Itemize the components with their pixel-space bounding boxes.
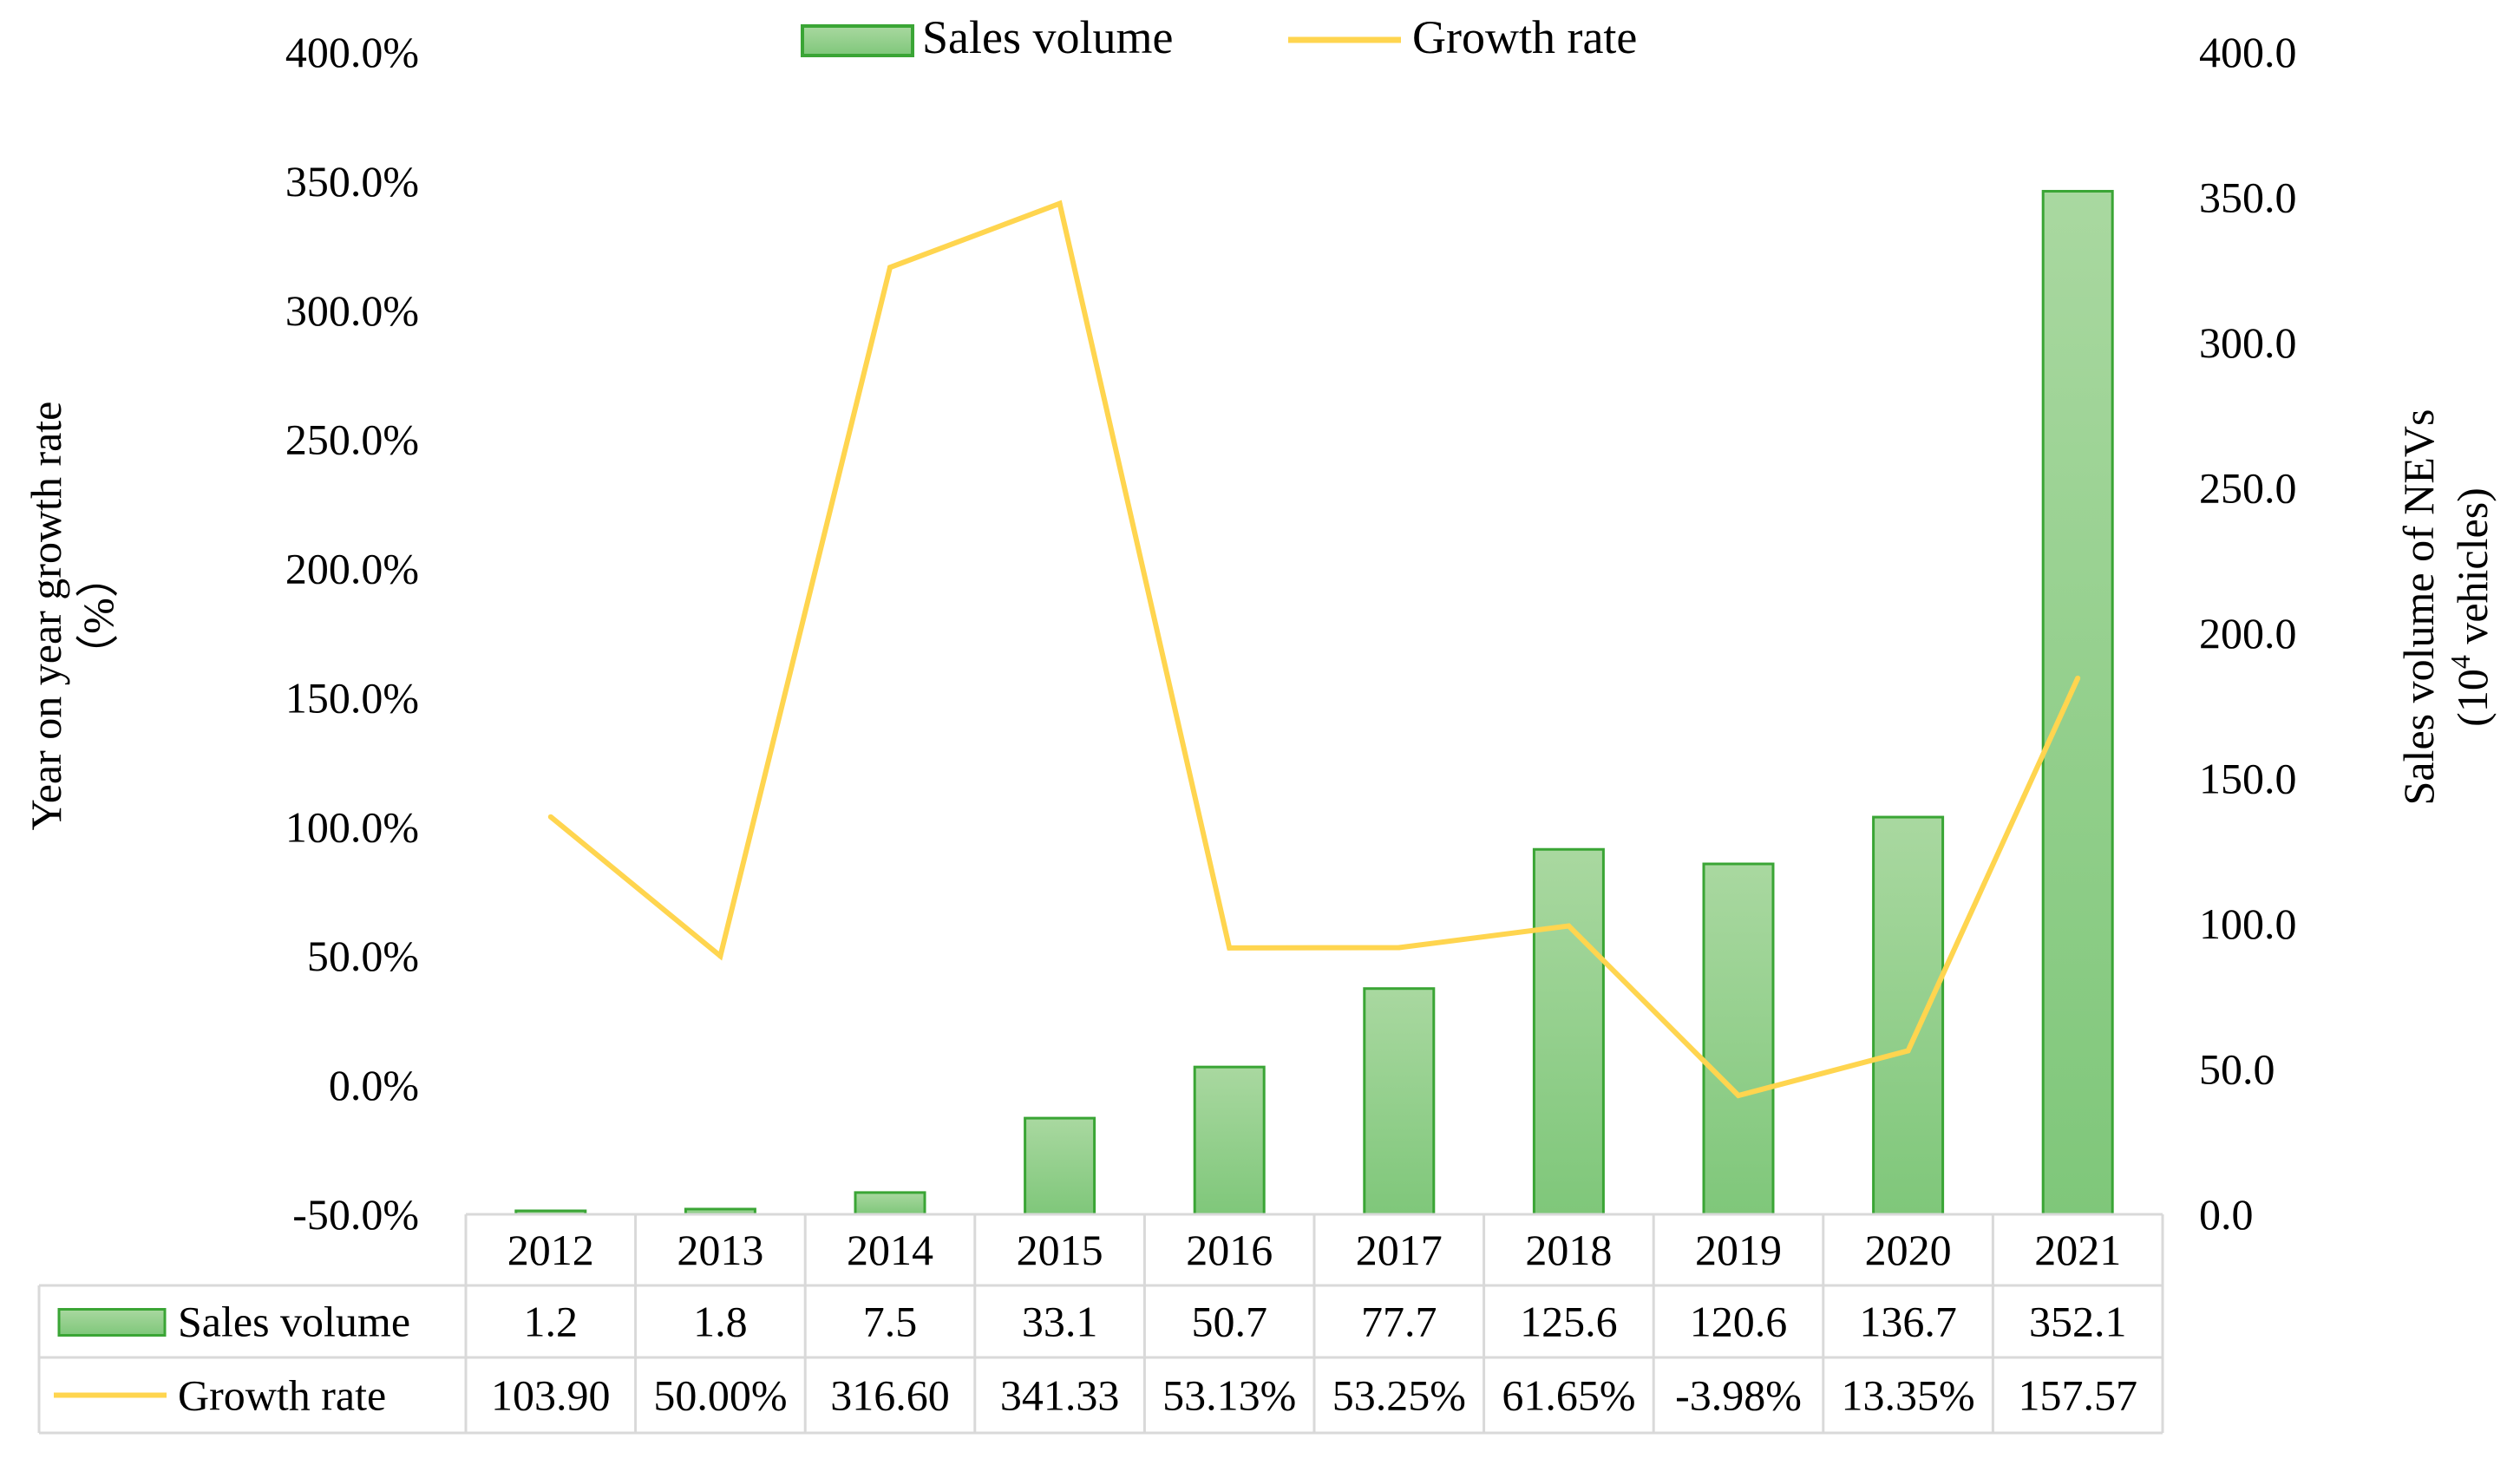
right-axis-title-line2: (104 vehicles) xyxy=(2445,487,2497,727)
right-axis-title-superscript: 4 xyxy=(2445,655,2476,669)
growth-rate-point[interactable] xyxy=(547,814,553,820)
sales-bar[interactable] xyxy=(1702,862,1775,1216)
right-tick-label: 0.0 xyxy=(2199,1190,2254,1239)
table-row-label: Sales volume xyxy=(178,1298,410,1346)
right-tick-label: 50.0 xyxy=(2199,1045,2275,1094)
left-axis-title: Year on year growth rate （%） xyxy=(22,402,122,831)
legend-bar-swatch xyxy=(801,24,914,57)
sales-bar[interactable] xyxy=(2041,189,2114,1216)
sales-bar[interactable] xyxy=(1532,847,1605,1216)
table-row-label: Growth rate xyxy=(178,1371,386,1420)
right-tick-label: 150.0 xyxy=(2199,755,2297,803)
left-axis-title-line1: Year on year growth rate xyxy=(22,402,70,831)
table-legend-bar-swatch xyxy=(57,1308,167,1337)
table-cell: 1.2 xyxy=(524,1298,579,1346)
right-axis-title-line1: Sales volume of NEVs xyxy=(2394,409,2443,806)
table-cell: 341.33 xyxy=(1000,1371,1120,1420)
table-cell: 125.6 xyxy=(1520,1298,1618,1346)
table-category-label: 2012 xyxy=(507,1226,594,1274)
data-table: 2012 2013 2014 2015 2016 2017 2018 2019 2020 2021… xyxy=(37,1213,2164,1435)
growth-rate-point[interactable] xyxy=(1227,945,1233,951)
table-cell: -3.98% xyxy=(1675,1371,1802,1420)
table-cell: 7.5 xyxy=(863,1298,918,1346)
left-tick-label: 250.0% xyxy=(285,415,419,464)
chart-legend: Sales volume Growth rate xyxy=(801,11,1637,63)
sales-bar[interactable] xyxy=(854,1191,926,1216)
table-cell: 50.7 xyxy=(1191,1298,1267,1346)
left-tick-label: 150.0% xyxy=(285,673,419,722)
legend-item-sales-volume[interactable]: Sales volume xyxy=(801,11,1173,63)
table-cell: 157.57 xyxy=(2018,1371,2137,1420)
growth-rate-point[interactable] xyxy=(887,265,893,271)
sales-bar[interactable] xyxy=(1363,987,1436,1216)
table-category-label: 2017 xyxy=(1356,1226,1443,1274)
table-cell: 77.7 xyxy=(1361,1298,1437,1346)
growth-rate-point[interactable] xyxy=(1736,1092,1741,1098)
sales-bar[interactable] xyxy=(1193,1065,1266,1216)
growth-rate-point[interactable] xyxy=(1396,945,1402,951)
table-cell: 13.35% xyxy=(1842,1371,1975,1420)
table-cell: 50.00% xyxy=(653,1371,787,1420)
table-category-label: 2019 xyxy=(1695,1226,1782,1274)
table-cell: 61.65% xyxy=(1502,1371,1635,1420)
right-tick-label: 200.0 xyxy=(2199,609,2297,657)
right-tick-label: 350.0 xyxy=(2199,173,2297,222)
growth-rate-point[interactable] xyxy=(717,953,723,959)
right-axis-title: Sales volume of NEVs (104 vehicles) xyxy=(2394,409,2497,806)
table-category-label: 2013 xyxy=(677,1226,763,1274)
growth-rate-point[interactable] xyxy=(1905,1048,1911,1054)
table-cell: 136.7 xyxy=(1859,1298,1957,1346)
legend-item-growth-rate[interactable]: Growth rate xyxy=(1288,11,1637,63)
sales-bar[interactable] xyxy=(1024,1116,1096,1216)
table-cell: 1.8 xyxy=(693,1298,748,1346)
right-axis-ticks: 400.0 350.0 300.0 250.0 200.0 150.0 100.0 50.0 0… xyxy=(2199,28,2297,1239)
right-axis-title-prefix: (10 xyxy=(2448,669,2497,727)
table-category-label: 2016 xyxy=(1186,1226,1273,1274)
left-tick-label: 0.0% xyxy=(329,1061,419,1109)
right-tick-label: 400.0 xyxy=(2199,28,2297,76)
right-axis-title-suffix: vehicles) xyxy=(2448,487,2497,655)
legend-label-growth-rate: Growth rate xyxy=(1412,11,1637,63)
right-tick-label: 250.0 xyxy=(2199,464,2297,513)
sales-bar[interactable] xyxy=(1872,815,1945,1216)
left-tick-label: -50.0% xyxy=(292,1190,419,1239)
left-tick-label: 350.0% xyxy=(285,157,419,206)
table-category-label: 2020 xyxy=(1865,1226,1952,1274)
table-cell: 33.1 xyxy=(1022,1298,1098,1346)
table-cell: 120.6 xyxy=(1690,1298,1788,1346)
table-category-label: 2015 xyxy=(1017,1226,1103,1274)
right-tick-label: 100.0 xyxy=(2199,899,2297,948)
left-axis-ticks: 400.0% 350.0% 300.0% 250.0% 200.0% 150.0% 100.… xyxy=(285,28,419,1239)
table-cell: 53.25% xyxy=(1332,1371,1466,1420)
left-tick-label: 400.0% xyxy=(285,28,419,76)
legend-label-sales-volume: Sales volume xyxy=(922,11,1173,63)
growth-rate-line[interactable] xyxy=(548,199,2080,1099)
left-axis-title-line2: （%） xyxy=(74,554,122,677)
left-tick-label: 50.0% xyxy=(307,932,419,980)
table-cell: 103.90 xyxy=(491,1371,611,1420)
right-tick-label: 300.0 xyxy=(2199,318,2297,367)
table-category-label: 2021 xyxy=(2034,1226,2121,1274)
growth-rate-point[interactable] xyxy=(1057,200,1063,206)
left-tick-label: 300.0% xyxy=(285,286,419,335)
table-cell: 53.13% xyxy=(1162,1371,1296,1420)
table-category-label: 2018 xyxy=(1525,1226,1612,1274)
table-cell: 352.1 xyxy=(2029,1298,2127,1346)
growth-rate-point[interactable] xyxy=(1566,923,1572,929)
growth-rate-point[interactable] xyxy=(2075,675,2081,681)
table-cell: 316.60 xyxy=(830,1371,950,1420)
line-series-growth-rate xyxy=(547,199,2081,1099)
table-category-label: 2014 xyxy=(847,1226,933,1274)
left-tick-label: 200.0% xyxy=(285,545,419,593)
left-tick-label: 100.0% xyxy=(285,802,419,851)
